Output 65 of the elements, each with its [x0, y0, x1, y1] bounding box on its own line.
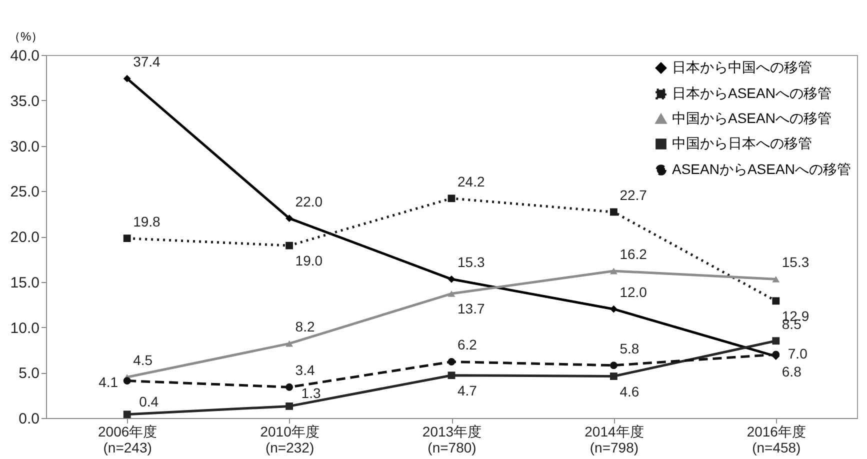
- point: [123, 74, 131, 82]
- point: [286, 242, 294, 250]
- data-label: 5.8: [620, 340, 640, 356]
- data-label: 7.0: [788, 345, 808, 362]
- data-label: 15.3: [782, 254, 810, 270]
- data-label: 13.7: [458, 300, 485, 317]
- data-label: 15.3: [458, 254, 485, 270]
- data-label: 4.6: [620, 383, 640, 400]
- x-tick-label: 2014年度 (n=798): [584, 424, 644, 456]
- data-label: 4.5: [133, 352, 153, 368]
- y-tick-label: 10.0: [10, 320, 40, 337]
- y-tick-label: 40.0: [10, 48, 40, 64]
- y-tick-label: 30.0: [10, 138, 40, 156]
- data-label: 4.1: [98, 374, 118, 390]
- y-tick-label: 0.0: [18, 410, 40, 428]
- data-label: 6.2: [458, 336, 478, 353]
- point: [610, 268, 618, 274]
- y-tick-label: 25.0: [10, 184, 40, 201]
- point: [448, 194, 456, 202]
- data-label: 6.8: [782, 363, 802, 380]
- data-label: 24.2: [458, 173, 485, 190]
- point: [610, 305, 618, 313]
- legend-label: 中国からASEANへの移管: [672, 110, 832, 126]
- point: [610, 208, 618, 216]
- point: [123, 234, 131, 242]
- y-tick-label: 20.0: [10, 229, 40, 246]
- data-label: 3.4: [295, 362, 315, 378]
- point: [123, 377, 131, 384]
- point: [772, 337, 780, 345]
- point: [286, 214, 294, 222]
- point: [286, 340, 294, 347]
- x-tick-label: 2013年度 (n=780): [422, 424, 482, 456]
- y-tick-label: 15.0: [10, 274, 40, 292]
- data-label: 4.7: [458, 382, 478, 398]
- data-label: 0.4: [139, 393, 159, 410]
- x-tick-label: 2010年度 (n=232): [260, 424, 320, 456]
- y-tick-label: 35.0: [10, 92, 40, 110]
- y-axis-title: （%）: [8, 30, 44, 44]
- point: [286, 383, 294, 391]
- data-label: 16.2: [620, 246, 648, 262]
- point: [772, 297, 780, 305]
- legend-label: 日本からASEANへの移管: [672, 85, 832, 101]
- point: [610, 362, 618, 370]
- data-label: 19.0: [295, 252, 323, 269]
- point: [610, 372, 618, 380]
- x-tick-label: 2006年度 (n=243): [98, 424, 158, 456]
- legend-label: ASEANからASEANへの移管: [672, 161, 851, 177]
- data-label: 22.0: [295, 193, 323, 210]
- y-tick-label: 5.0: [18, 365, 40, 382]
- data-label: 12.0: [620, 284, 648, 300]
- point: [448, 372, 456, 380]
- data-label: 19.8: [133, 213, 161, 230]
- data-label: 37.4: [133, 54, 161, 70]
- point: [123, 410, 131, 418]
- point: [448, 275, 456, 283]
- legend-label: 日本から中国への移管: [672, 59, 812, 75]
- data-label: 1.3: [301, 385, 321, 402]
- point: [448, 290, 456, 297]
- point: [772, 276, 780, 282]
- point: [448, 358, 456, 366]
- data-label: 8.2: [295, 318, 315, 335]
- data-label: 22.7: [620, 186, 648, 203]
- legend-label: 中国から日本への移管: [672, 135, 812, 151]
- point: [286, 402, 294, 410]
- x-tick-label: 2016年度 (n=458): [746, 424, 806, 456]
